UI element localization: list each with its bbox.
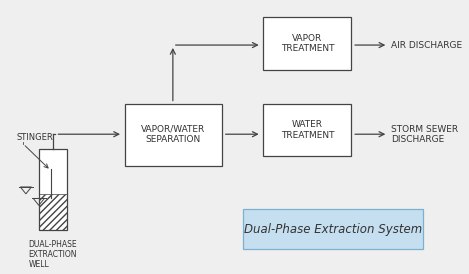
Bar <box>243 209 424 249</box>
Bar <box>264 104 351 156</box>
Bar <box>264 17 351 70</box>
Text: Dual-Phase Extraction System: Dual-Phase Extraction System <box>244 223 423 236</box>
Text: WATER
TREATMENT: WATER TREATMENT <box>280 120 334 139</box>
Text: DUAL-PHASE
EXTRACTION
WELL: DUAL-PHASE EXTRACTION WELL <box>29 240 77 269</box>
Text: VAPOR
TREATMENT: VAPOR TREATMENT <box>280 34 334 53</box>
Text: AIR DISCHARGE: AIR DISCHARGE <box>391 41 462 50</box>
Bar <box>39 194 67 230</box>
Text: STINGER: STINGER <box>16 133 53 142</box>
Text: VAPOR/WATER
SEPARATION: VAPOR/WATER SEPARATION <box>141 125 205 144</box>
Bar <box>125 104 222 166</box>
Bar <box>39 149 67 230</box>
Text: STORM SEWER
DISCHARGE: STORM SEWER DISCHARGE <box>391 124 458 144</box>
